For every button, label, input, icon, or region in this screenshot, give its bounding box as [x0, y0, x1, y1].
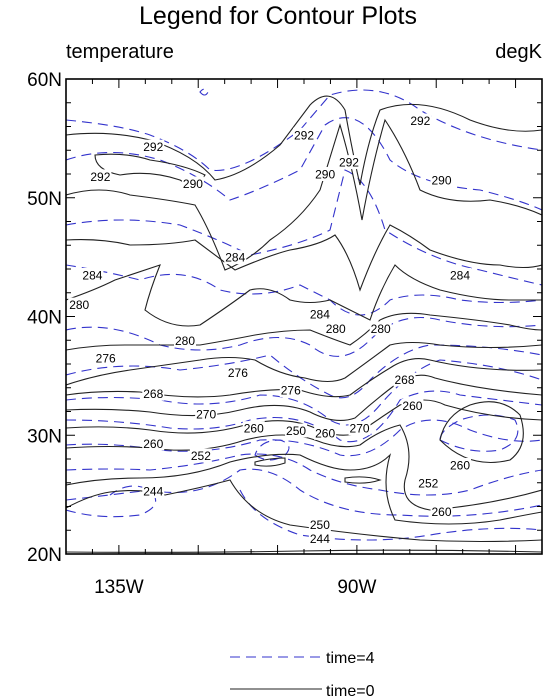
variable-label: temperature — [66, 41, 174, 63]
contour-label: 292 — [143, 140, 163, 154]
contour-label: 290 — [183, 177, 203, 191]
contour-label: 284 — [450, 268, 470, 282]
contour-label: 292 — [90, 170, 110, 184]
contour-label-bg — [195, 406, 218, 421]
contour-label-bg — [279, 383, 302, 398]
contour-label-bg — [285, 423, 308, 438]
contour-label: 260 — [431, 505, 451, 519]
contour-label-bg — [430, 172, 453, 187]
axis-tick-labels: 135W 90W 20N 30N 40N 50N 60N — [27, 70, 376, 598]
units-label: degK — [495, 41, 542, 63]
contour-label-bg — [449, 457, 472, 472]
contour-label-bg — [369, 321, 392, 336]
contour-label: 250 — [310, 518, 330, 532]
contour-labels: 2922922902922902922922902842842802842842… — [68, 113, 472, 546]
contour-lines-time4 — [66, 88, 542, 541]
contour-label: 276 — [96, 352, 116, 366]
contour-label-bg — [449, 267, 472, 282]
contour-label: 290 — [431, 173, 451, 187]
contour-label-bg — [89, 169, 112, 184]
legend-label-time4: time=4 — [326, 650, 375, 667]
plot-frame — [65, 78, 543, 555]
contour-label-bg — [142, 139, 165, 154]
contour-label-bg — [293, 127, 315, 142]
contour-label: 284 — [225, 251, 245, 265]
contour-label-bg — [324, 321, 347, 336]
contour-label: 284 — [310, 308, 330, 322]
contour-label-bg — [224, 250, 247, 265]
contour-label: 292 — [339, 156, 359, 170]
contour-label: 292 — [294, 128, 314, 142]
contour-label-bg — [81, 267, 104, 282]
contour-label-bg — [142, 436, 165, 451]
contour-label: 268 — [143, 387, 163, 401]
x-tick-label: 135W — [94, 577, 144, 598]
contour-label: 260 — [315, 426, 335, 440]
y-tick-label: 40N — [27, 308, 62, 329]
contour-label-bg — [174, 333, 196, 348]
contour-label: 250 — [286, 424, 306, 438]
contour-label: 276 — [228, 366, 248, 380]
contour-label-bg — [181, 176, 204, 191]
contour-label: 280 — [175, 334, 195, 348]
contour-label-bg — [308, 517, 331, 532]
contour-label-bg — [417, 475, 440, 490]
contour-label-bg — [393, 372, 416, 387]
contour-label: 280 — [371, 322, 391, 336]
contour-label-bg — [348, 421, 371, 436]
contour-label: 252 — [191, 449, 211, 463]
contour-label-bg — [308, 307, 331, 322]
contour-label-bg — [226, 365, 249, 380]
x-tick-label: 90W — [337, 577, 376, 598]
contour-label-bg — [401, 398, 424, 413]
y-tick-label: 50N — [27, 189, 62, 210]
axis-ticks — [65, 78, 543, 555]
contour-label-bg — [308, 531, 331, 546]
contour-label-bg — [337, 155, 360, 170]
y-tick-label: 60N — [27, 70, 62, 91]
contour-label: 260 — [402, 399, 422, 413]
contour-label-bg — [430, 504, 453, 519]
contour-label: 270 — [350, 422, 370, 436]
contour-label-bg — [142, 484, 165, 499]
chart-title: Legend for Contour Plots — [139, 2, 417, 30]
contour-label: 268 — [394, 373, 414, 387]
contour-label-bg — [409, 113, 432, 128]
contour-label: 244 — [310, 532, 330, 546]
contour-label-bg — [314, 425, 337, 440]
contour-label: 270 — [196, 407, 216, 421]
contour-label: 290 — [315, 168, 335, 182]
contour-label-bg — [189, 448, 212, 463]
contour-label: 260 — [244, 422, 264, 436]
contour-label: 280 — [69, 298, 89, 312]
contour-label: 280 — [326, 322, 346, 336]
contour-label: 260 — [143, 437, 163, 451]
contour-label: 292 — [410, 114, 430, 128]
contour-label: 252 — [418, 476, 438, 490]
y-tick-label: 30N — [27, 426, 62, 447]
contour-label-bg — [68, 297, 91, 312]
contour-label: 260 — [450, 458, 470, 472]
legend: time=4 time=0 — [230, 650, 375, 700]
legend-label-time0: time=0 — [326, 683, 375, 700]
contour-label-bg — [142, 386, 165, 401]
y-tick-label: 20N — [27, 545, 62, 566]
contour-label-bg — [314, 167, 337, 181]
contour-label: 284 — [82, 268, 102, 282]
contour-label-bg — [242, 421, 265, 436]
contour-label: 276 — [281, 384, 301, 398]
contour-label: 244 — [143, 485, 163, 499]
contour-label-bg — [94, 351, 117, 366]
